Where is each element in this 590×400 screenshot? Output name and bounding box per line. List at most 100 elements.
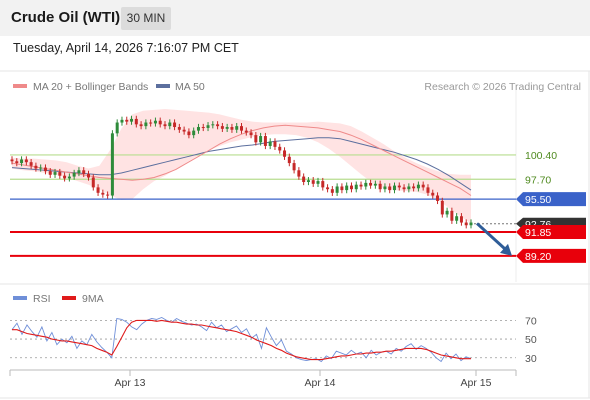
candle-body [101,192,105,195]
candle [373,180,377,189]
candle-body [287,156,291,164]
candle [201,123,205,132]
pivot-tag-95.50 [516,192,586,207]
candle [240,122,243,134]
ma20-legend-swatch [13,84,27,88]
candle [287,153,291,167]
candle [283,147,287,160]
candle-body [249,132,253,136]
rsi-legend-label: RSI [33,293,51,305]
candle [426,184,430,196]
candle-body [412,186,416,189]
rsi-line [11,317,472,363]
timeframe-button[interactable]: 30 MIN [121,7,171,30]
candle [58,168,62,179]
candle [397,182,401,191]
candle-body [455,216,459,221]
candle [230,123,234,133]
candle-body [321,181,325,188]
candle-body [354,184,358,190]
candle-body [187,131,191,136]
candle [263,132,267,150]
candle [416,181,420,192]
header-bar: Crude Oil (WTI) 30 MIN [0,0,590,36]
candle-body [96,187,100,193]
candle-body [153,120,157,124]
time-tick-label: Apr 14 [305,377,336,389]
candle-body [134,118,138,125]
candle-body [87,173,90,178]
candle-body [173,122,177,128]
candle [440,197,444,218]
candle-body [43,167,47,172]
candle [34,162,38,172]
candle-body [364,182,368,187]
candle [445,207,449,218]
candle [407,183,411,193]
candle-body [192,130,196,136]
candle [134,115,138,128]
rsi-levels: 70 50 30 [10,315,537,365]
candle-body [29,162,33,166]
candle [225,123,229,132]
candle [292,159,296,174]
candle [196,123,200,134]
candle [101,189,105,198]
candle [144,119,148,130]
candle [82,167,86,178]
candle [421,181,425,191]
candle-body [120,119,124,123]
candle-body [63,175,67,179]
candle-body [388,186,392,191]
candles [10,115,473,229]
candle-body [416,184,420,189]
candle [115,119,119,137]
candle [163,121,167,130]
candle-body [335,186,339,193]
candle-body [39,167,43,169]
candle [87,170,90,181]
candle [378,180,382,193]
candle [168,119,172,130]
candle [345,182,349,194]
candle [177,123,181,133]
candle-body [48,171,52,175]
rsi-ma-legend-label: 9MA [82,293,104,305]
time-axis-ticks: Apr 13 Apr 14 Apr 15 [115,370,492,389]
candle [326,184,330,193]
candle-body [216,124,220,127]
ma20-legend-label: MA 20 + Bollinger Bands [33,81,148,93]
candle-body [283,150,287,157]
forecast-arrow-head [500,243,512,256]
support-label-89.20: 89.20 [525,251,551,263]
candle [359,181,363,190]
candle [96,184,100,196]
candle-body [278,146,282,151]
candle [388,183,392,194]
candle-body [359,184,363,187]
time-tick-label: Apr 15 [461,377,492,389]
candle-body [244,130,248,133]
candle-body [450,210,454,221]
candle-body [158,120,162,125]
rsi-ma-legend-swatch [62,296,76,300]
candle [29,159,33,169]
candle-body [206,125,210,128]
candle-body [369,182,373,186]
candle-body [72,172,76,177]
candle [321,177,325,191]
candle [268,138,272,150]
candle [311,177,315,187]
candle [63,172,67,182]
candle-body [436,195,440,201]
candle [153,117,157,127]
candle-body [469,222,473,226]
candle [110,130,114,199]
ma50-legend-label: MA 50 [175,81,205,93]
support-label-91.85: 91.85 [525,227,551,239]
candle-body [115,122,119,134]
candle [48,168,52,178]
candle [149,119,153,127]
